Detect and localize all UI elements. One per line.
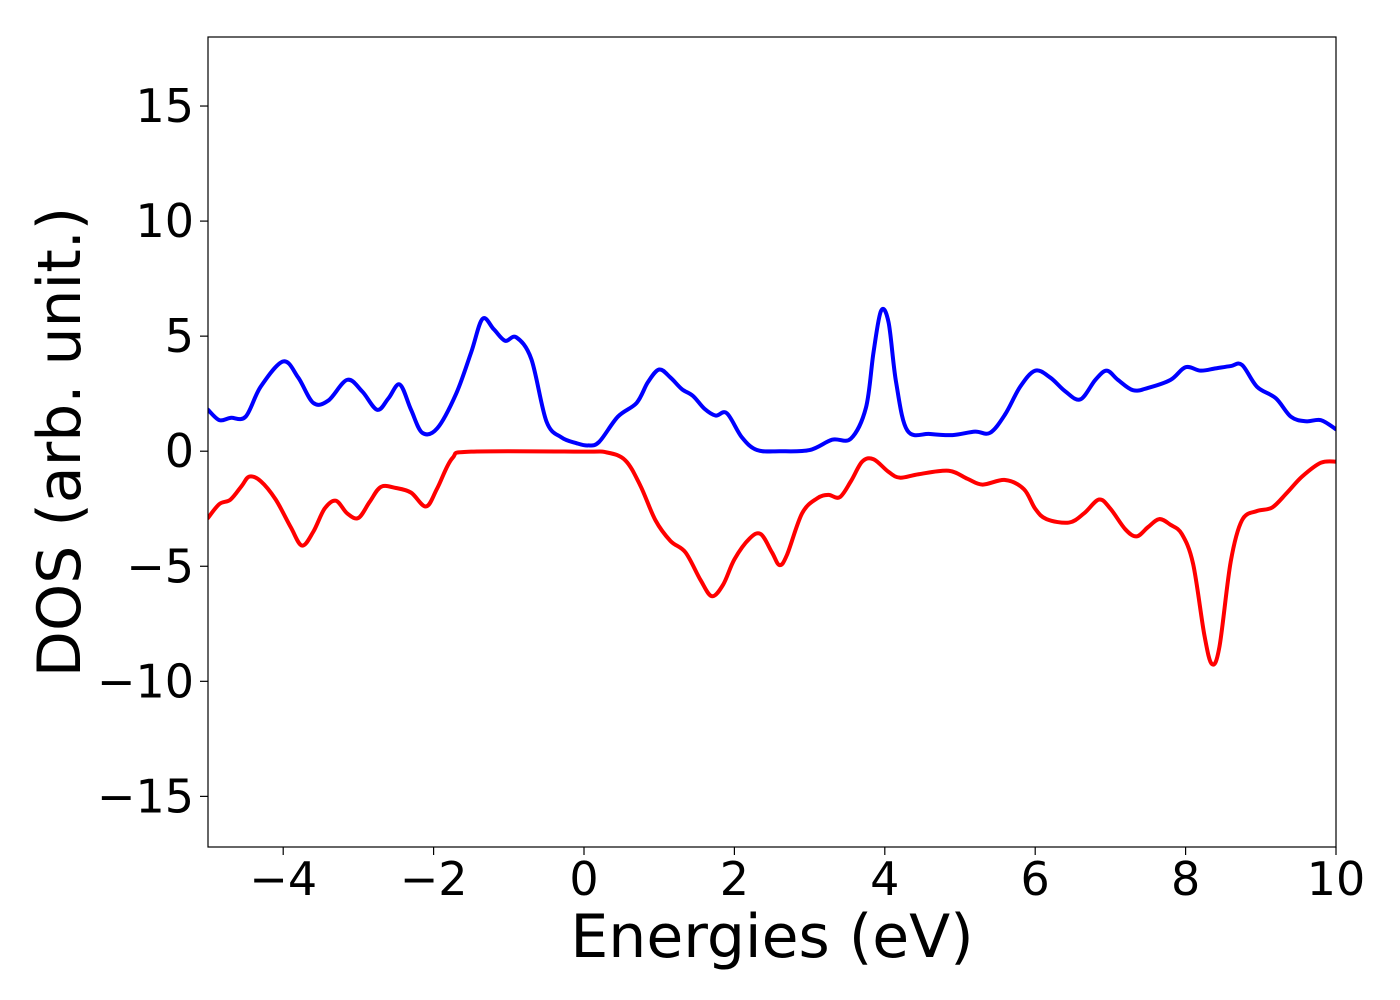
y-axis-label: DOS (arb. unit.): [25, 207, 95, 677]
y-tick-label: 10: [135, 194, 194, 248]
x-axis-label: Energies (eV): [570, 902, 973, 972]
x-tick-label: 2: [720, 852, 749, 906]
x-tick-label: −2: [400, 852, 468, 906]
y-tick-label: −15: [97, 769, 194, 823]
x-axis-ticks: −4 −2 0 2 4 6 8 10: [249, 847, 1365, 906]
y-tick-label: 0: [165, 424, 194, 478]
series-layer: [208, 306, 1336, 667]
y-tick-label: 5: [165, 309, 194, 363]
y-tick-label: −10: [97, 654, 194, 708]
x-tick-label: 4: [870, 852, 899, 906]
series-line-blue: [208, 306, 1336, 454]
y-tick-label: 15: [135, 79, 194, 133]
plot-frame: [207, 36, 1337, 848]
y-axis-ticks: 15 10 5 0 −5 −10 −15: [97, 79, 208, 823]
x-tick-label: −4: [249, 852, 317, 906]
x-tick-label: 8: [1171, 852, 1200, 906]
series-line-red: [208, 449, 1336, 667]
x-tick-label: 10: [1307, 852, 1366, 906]
y-tick-label: −5: [126, 539, 194, 593]
x-tick-label: 0: [569, 852, 598, 906]
x-tick-label: 6: [1021, 852, 1050, 906]
